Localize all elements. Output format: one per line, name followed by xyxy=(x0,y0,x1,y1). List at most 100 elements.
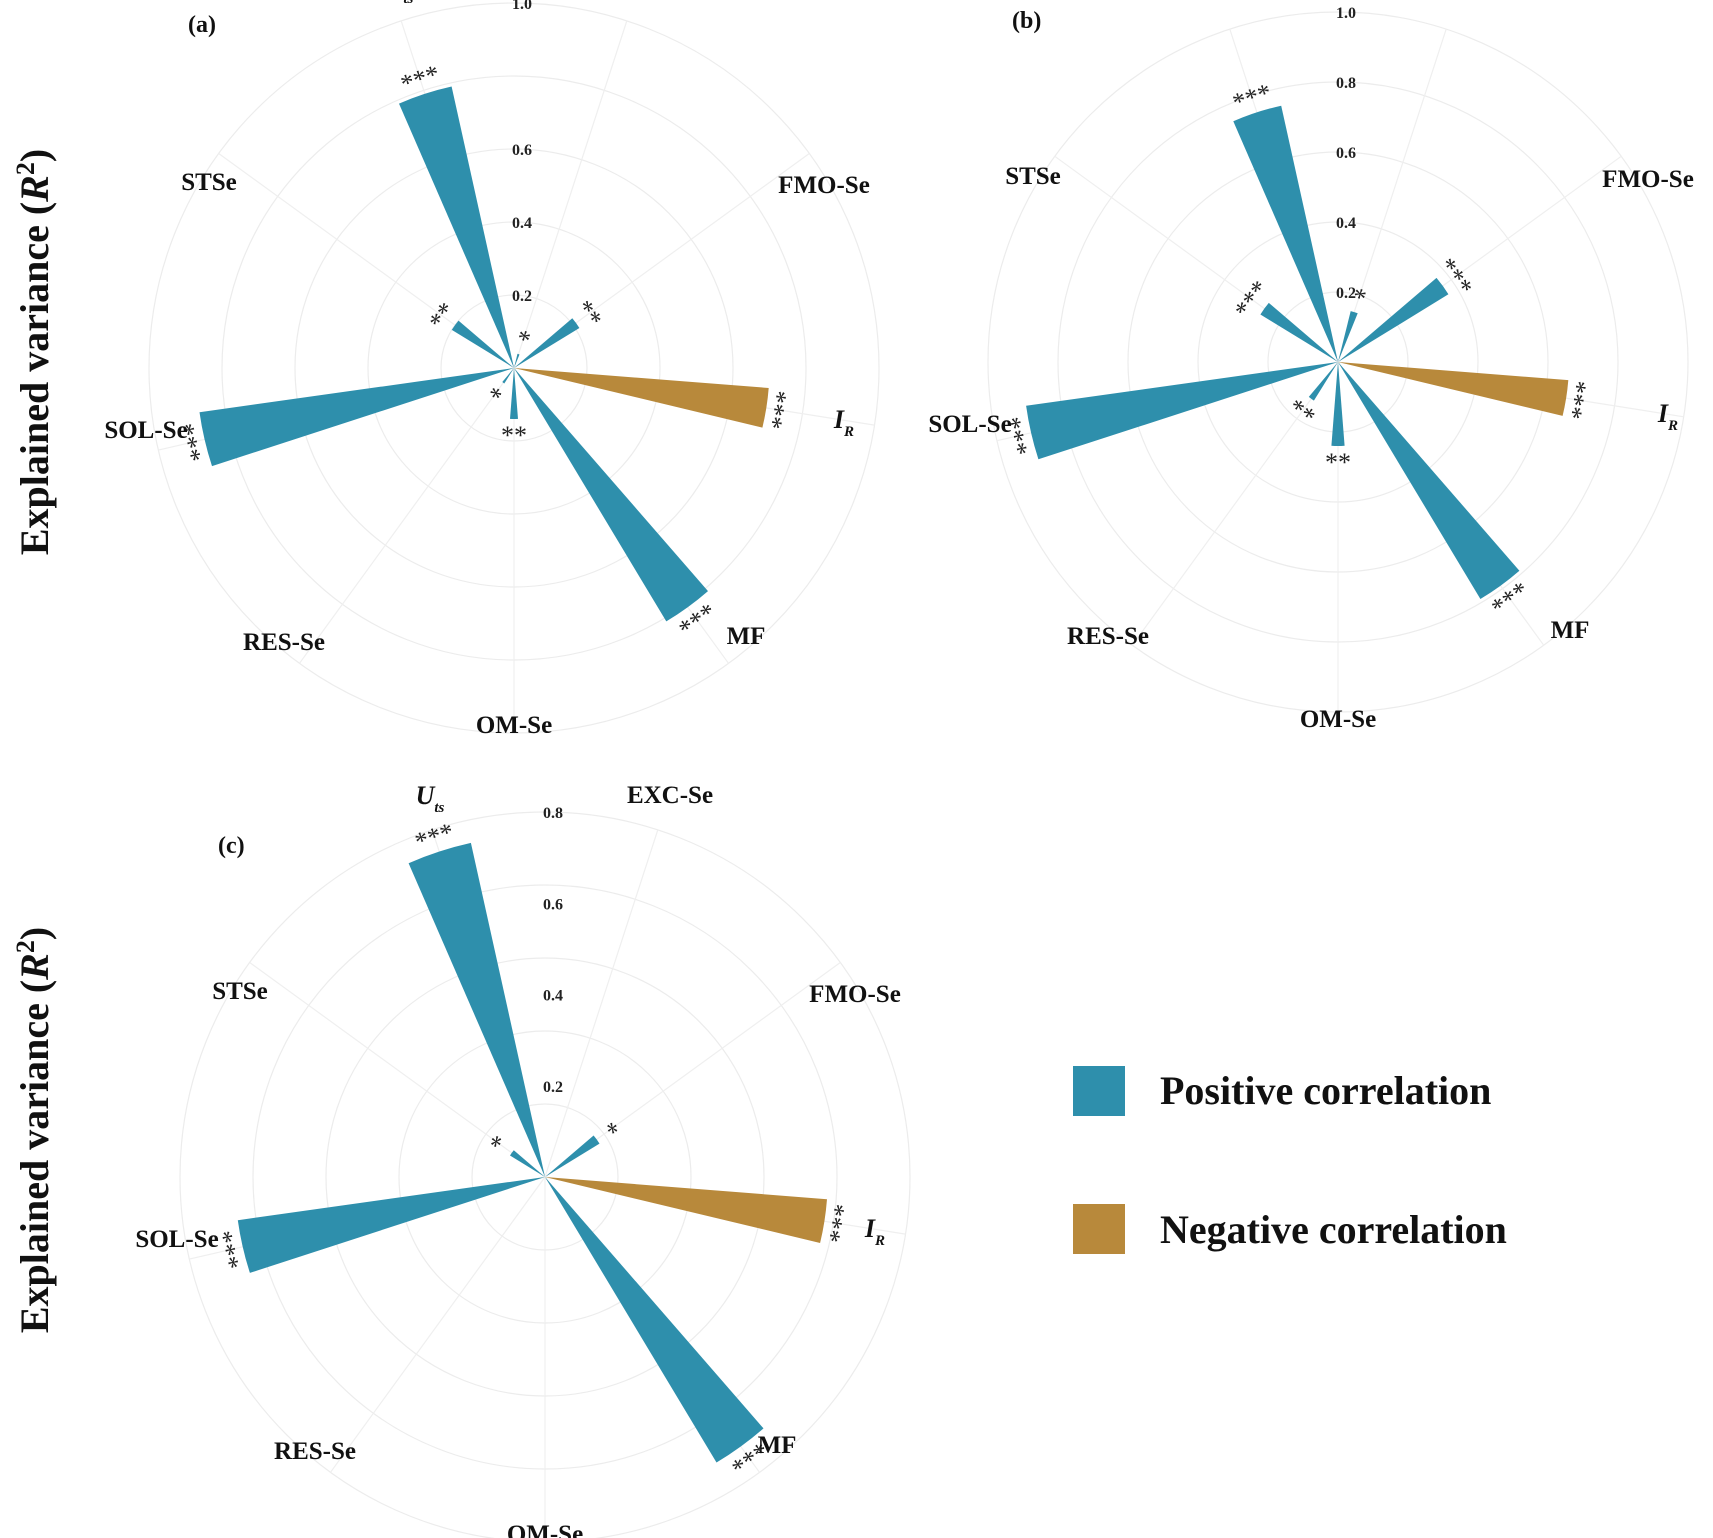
tick-label: 0.2 xyxy=(543,1079,563,1096)
bar-exc-se xyxy=(1338,311,1358,362)
bar-stse xyxy=(451,320,514,368)
bar-i-r xyxy=(545,1177,827,1243)
tick-label: 1.0 xyxy=(1336,5,1356,22)
tick-label: 0.4 xyxy=(512,215,532,232)
tick-label: 0.4 xyxy=(1336,215,1356,232)
category-label-i-r: IR xyxy=(1657,399,1678,434)
ylabel-main: Explained variance ( xyxy=(12,202,57,555)
tick-label: 0.4 xyxy=(543,988,563,1005)
category-label-sol-se: SOL-Se xyxy=(135,1226,218,1253)
bar-sol-se xyxy=(199,368,514,467)
tick-label: 0.8 xyxy=(543,805,563,822)
category-label-mf: MF xyxy=(727,623,766,650)
significance-stars: * xyxy=(513,324,534,356)
ylabel-sup: 2 xyxy=(11,162,40,175)
legend-swatch-positive xyxy=(1073,1066,1125,1116)
grid-spoke xyxy=(1337,28,1447,363)
bar-mf xyxy=(1338,362,1520,599)
y-axis-label-bottom: Explained variance (R2) xyxy=(11,927,57,1333)
tick-label: 0.2 xyxy=(1336,285,1356,302)
significance-stars: ** xyxy=(501,421,527,450)
significance-stars: *** xyxy=(1565,379,1600,422)
category-label-stse: STSe xyxy=(1005,163,1061,190)
grid-ring xyxy=(179,811,911,1538)
ylabel-close: ) xyxy=(12,927,57,940)
ylabel-close: ) xyxy=(12,149,57,162)
bar-fmo-se xyxy=(514,318,580,368)
ylabel-main: Explained variance ( xyxy=(12,980,57,1333)
category-label-fmo-se: FMO-Se xyxy=(809,981,901,1008)
grid-spoke xyxy=(513,20,628,369)
category-label-i-r: IR xyxy=(864,1214,885,1249)
category-label-i-r: IR xyxy=(833,405,854,440)
bar-exc-se xyxy=(514,353,520,368)
panel-label: (c) xyxy=(218,833,245,859)
bar-res-se xyxy=(1308,362,1338,401)
category-label-mf: MF xyxy=(1551,617,1590,644)
tick-label: 1.0 xyxy=(512,0,532,13)
bar-sol-se xyxy=(237,1177,546,1273)
significance-stars: * xyxy=(484,1130,515,1158)
panel-label: (a) xyxy=(188,12,216,38)
legend-label-positive: Positive correlation xyxy=(1160,1068,1491,1113)
y-axis-label-top: Explained variance (R2) xyxy=(11,149,57,555)
category-label-res-se: RES-Se xyxy=(1067,623,1149,650)
bar-fmo-se xyxy=(545,1135,600,1177)
tick-label: 0.6 xyxy=(1336,145,1356,162)
legend: Positive correlation Negative correlatio… xyxy=(1073,1066,1507,1254)
category-label-u-ts: Uts xyxy=(1209,0,1238,1)
category-label-om-se: OM-Se xyxy=(507,1521,583,1538)
category-label-res-se: RES-Se xyxy=(243,629,325,656)
legend-swatch-negative xyxy=(1073,1204,1125,1254)
category-label-om-se: OM-Se xyxy=(1300,706,1376,733)
grid-spoke xyxy=(544,829,659,1178)
category-label-om-se: OM-Se xyxy=(476,712,552,739)
category-label-fmo-se: FMO-Se xyxy=(1602,166,1694,193)
significance-stars: * xyxy=(594,1117,625,1145)
bar-om-se xyxy=(1331,362,1345,446)
bar-fmo-se xyxy=(1338,277,1449,362)
tick-label: 0.6 xyxy=(543,896,563,913)
panel-label: (b) xyxy=(1012,8,1041,34)
grid-spoke xyxy=(249,962,546,1178)
bar-u-ts xyxy=(1233,105,1338,362)
bar-mf xyxy=(514,368,708,622)
significance-stars: *** xyxy=(765,389,800,432)
bar-om-se xyxy=(510,368,518,420)
category-label-u-ts: Uts xyxy=(385,0,414,7)
category-label-stse: STSe xyxy=(212,978,268,1005)
ylabel-var: R xyxy=(12,175,57,203)
grid-spoke xyxy=(1131,361,1339,646)
category-label-res-se: RES-Se xyxy=(274,1438,356,1465)
grid-spoke xyxy=(330,1176,546,1473)
tick-label: 0.8 xyxy=(1336,75,1356,92)
category-label-fmo-se: FMO-Se xyxy=(778,172,870,199)
grid-spoke xyxy=(299,367,515,664)
ylabel-var: R xyxy=(12,953,57,981)
bar-i-r xyxy=(1338,362,1569,416)
category-label-u-ts: Uts xyxy=(416,781,445,816)
svg-text:Explained variance (R2): Explained variance (R2) xyxy=(11,927,57,1333)
bar-stse xyxy=(1260,302,1338,362)
significance-stars: *** xyxy=(823,1202,858,1245)
category-label-sol-se: SOL-Se xyxy=(928,411,1011,438)
category-label-stse: STSe xyxy=(181,169,237,196)
panel-c: 0.20.40.60.8**************Uts EXC-SeFMO-S… xyxy=(135,781,911,1538)
category-label-mf: MF xyxy=(758,1432,797,1459)
bar-i-r xyxy=(514,368,769,428)
tick-label: 0.6 xyxy=(512,142,532,159)
bar-mf xyxy=(545,1177,764,1463)
legend-label-negative: Negative correlation xyxy=(1160,1207,1507,1252)
panel-b: 0.20.40.60.81.0***********************Ut… xyxy=(928,0,1694,733)
ylabel-sup: 2 xyxy=(11,940,40,953)
bar-stse xyxy=(510,1150,545,1177)
category-label-exc-se: EXC-Se xyxy=(627,782,713,809)
tick-label: 0.2 xyxy=(512,288,532,305)
significance-stars: * xyxy=(480,381,508,412)
bar-res-se xyxy=(502,368,514,384)
bar-sol-se xyxy=(1026,362,1338,460)
svg-text:Explained variance (R2): Explained variance (R2) xyxy=(11,149,57,555)
category-label-sol-se: SOL-Se xyxy=(104,417,187,444)
bar-u-ts xyxy=(399,86,514,368)
